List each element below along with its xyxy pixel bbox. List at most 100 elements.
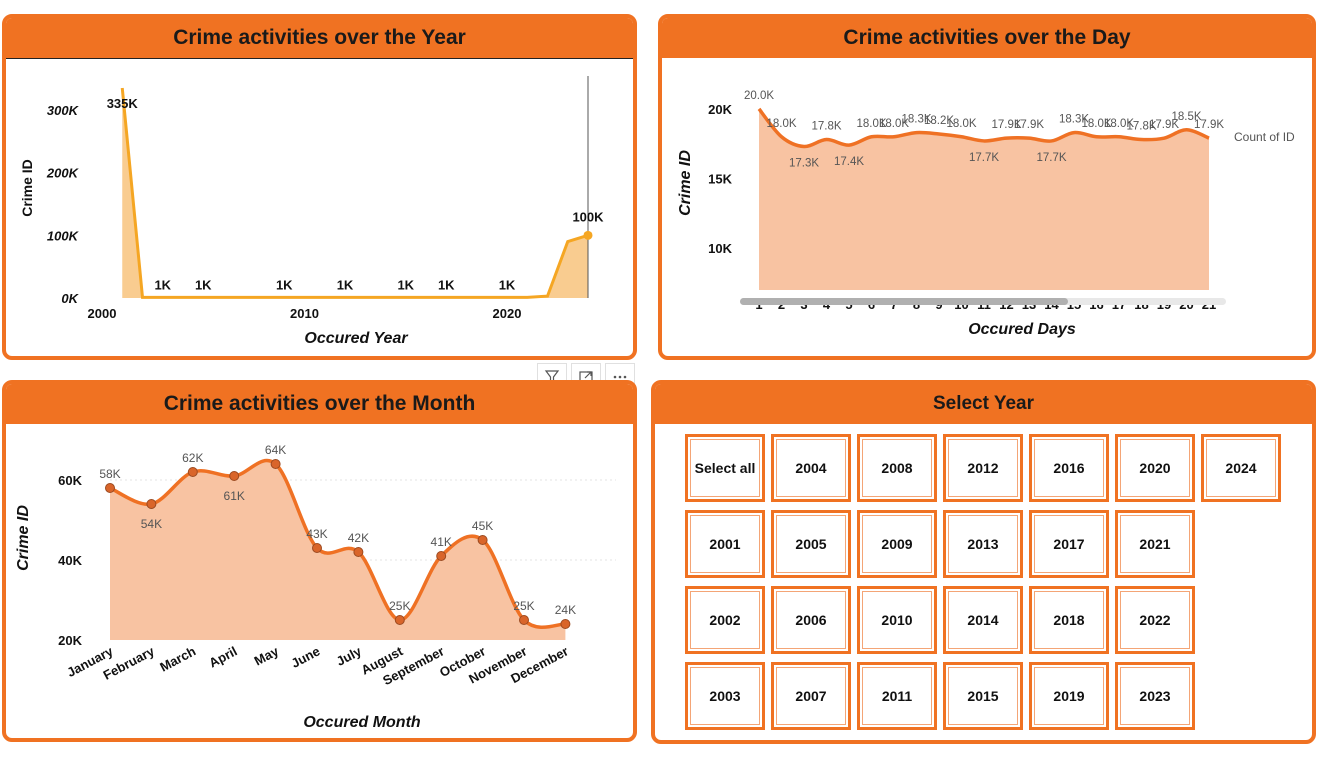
month-point xyxy=(519,615,529,625)
month-point xyxy=(312,543,322,553)
year-point-2024 xyxy=(583,230,593,240)
slicer-item-select-all[interactable]: Select all xyxy=(685,434,765,502)
day-data-label: 17.8K xyxy=(1126,121,1156,133)
month-data-label: 62K xyxy=(182,451,203,465)
day-y-tick: 20K xyxy=(708,102,732,117)
year-slicer-panel: Select Year Select all 2001 2002 2003 2004 20… xyxy=(651,380,1316,744)
slicer-item-2023[interactable]: 2023 xyxy=(1115,662,1195,730)
month-point xyxy=(477,535,488,545)
slicer-item-2024[interactable]: 2024 xyxy=(1201,434,1281,502)
month-x-tick: June xyxy=(289,643,323,670)
month-data-label: 42K xyxy=(348,531,369,545)
day-data-label: 18.0K xyxy=(879,118,909,130)
slicer-item-2016[interactable]: 2016 xyxy=(1029,434,1109,502)
slicer-title: Select Year xyxy=(655,384,1312,424)
slicer-item-2021[interactable]: 2021 xyxy=(1115,510,1195,578)
slicer-item-2014[interactable]: 2014 xyxy=(943,586,1023,654)
year-x-tick: 2000 xyxy=(88,306,117,321)
slicer-item-2007[interactable]: 2007 xyxy=(771,662,851,730)
year-data-label: 1K xyxy=(397,277,414,292)
day-data-label: 18.3K xyxy=(901,114,931,126)
year-y-tick: 0K xyxy=(61,291,79,306)
day-chart-svg: 10K15K20K1234567891011121314151617181920… xyxy=(677,90,1295,338)
month-data-label: 45K xyxy=(472,519,493,533)
year-data-label: 100K xyxy=(572,209,604,224)
month-point xyxy=(229,471,240,481)
month-point xyxy=(146,499,157,509)
month-data-label: 64K xyxy=(265,443,286,457)
month-data-label: 54K xyxy=(141,517,162,531)
day-y-axis-title: Crime ID xyxy=(677,150,694,216)
slicer-item-2019[interactable]: 2019 xyxy=(1029,662,1109,730)
year-y-tick: 100K xyxy=(47,228,80,243)
year-x-tick: 2010 xyxy=(290,306,319,321)
month-data-label: 25K xyxy=(389,599,410,613)
slicer-item-2020[interactable]: 2020 xyxy=(1115,434,1195,502)
month-chart-title: Crime activities over the Month xyxy=(6,384,633,424)
slicer-item-2011[interactable]: 2011 xyxy=(857,662,937,730)
month-point xyxy=(394,615,405,625)
day-data-label: 20.0K xyxy=(744,90,774,102)
year-line xyxy=(120,87,589,299)
slicer-item-2002[interactable]: 2002 xyxy=(685,586,765,654)
day-x-axis-title: Occured Days xyxy=(968,321,1076,338)
year-x-tick: 2020 xyxy=(493,306,522,321)
slicer-item-2006[interactable]: 2006 xyxy=(771,586,851,654)
slicer-item-2001[interactable]: 2001 xyxy=(685,510,765,578)
year-data-label: 335K xyxy=(107,96,139,111)
day-data-label: 17.8K xyxy=(811,121,841,133)
month-x-tick: May xyxy=(252,643,282,668)
slicer-item-2017[interactable]: 2017 xyxy=(1029,510,1109,578)
day-data-label: 17.9K xyxy=(1014,119,1044,131)
month-y-tick: 60K xyxy=(58,473,82,488)
slicer-item-2010[interactable]: 2010 xyxy=(857,586,937,654)
day-data-label: 18.0K xyxy=(766,118,796,130)
month-x-axis-title: Occured Month xyxy=(303,714,421,731)
month-y-tick: 20K xyxy=(58,633,82,648)
year-chart-svg: 0K 100K 200K 300K 2000 2010 2020 335K 1K 1K 1K 1K 1K… xyxy=(19,76,604,347)
slicer-item-2018[interactable]: 2018 xyxy=(1029,586,1109,654)
slicer-item-2004[interactable]: 2004 xyxy=(771,434,851,502)
year-data-label: 1K xyxy=(337,277,354,292)
month-point xyxy=(560,619,571,629)
day-data-label: 18.0K xyxy=(856,118,886,130)
month-point xyxy=(187,467,198,477)
day-data-label: 17.4K xyxy=(834,156,864,168)
year-chart-panel[interactable]: Crime activities over the Year 0K 100K 200… xyxy=(2,14,637,360)
month-y-tick: 40K xyxy=(58,553,82,568)
slicer-item-2013[interactable]: 2013 xyxy=(943,510,1023,578)
month-data-label: 61K xyxy=(224,489,245,503)
month-point xyxy=(270,459,281,469)
year-y-tick: 300K xyxy=(47,103,80,118)
slicer-item-2022[interactable]: 2022 xyxy=(1115,586,1195,654)
year-area xyxy=(122,88,588,298)
day-data-label: 18.0K xyxy=(1081,118,1111,130)
month-y-axis-title: Crime ID xyxy=(15,505,32,571)
day-data-label: 17.9K xyxy=(1149,119,1179,131)
day-data-label: 17.9K xyxy=(991,119,1021,131)
day-data-label: 17.7K xyxy=(1036,152,1066,164)
slicer-item-2009[interactable]: 2009 xyxy=(857,510,937,578)
month-data-label: 43K xyxy=(306,527,327,541)
year-data-label: 1K xyxy=(499,277,516,292)
slicer-item-2003[interactable]: 2003 xyxy=(685,662,765,730)
slicer-item-2008[interactable]: 2008 xyxy=(857,434,937,502)
year-y-axis-title: Crime ID xyxy=(19,159,35,217)
day-area xyxy=(759,108,1209,291)
year-data-label: 1K xyxy=(276,277,293,292)
slicer-item-2012[interactable]: 2012 xyxy=(943,434,1023,502)
month-chart-panel[interactable]: Crime activities over the Month 20K 40K 60… xyxy=(2,380,637,742)
month-point xyxy=(105,483,115,493)
day-chart-scrollbar-thumb[interactable] xyxy=(740,298,1068,305)
month-area xyxy=(110,460,566,640)
year-data-label: 1K xyxy=(438,277,455,292)
slicer-item-2005[interactable]: 2005 xyxy=(771,510,851,578)
year-y-tick: 200K xyxy=(46,166,80,181)
month-x-tick: March xyxy=(157,643,198,674)
day-chart-panel[interactable]: Crime activities over the Day 10K 15K 20K 1… xyxy=(658,14,1316,360)
year-x-axis-title: Occured Year xyxy=(304,330,408,347)
slicer-item-2015[interactable]: 2015 xyxy=(943,662,1023,730)
month-data-label: 41K xyxy=(431,535,452,549)
day-y-tick: 10K xyxy=(708,241,732,256)
month-x-tick: April xyxy=(206,643,239,670)
